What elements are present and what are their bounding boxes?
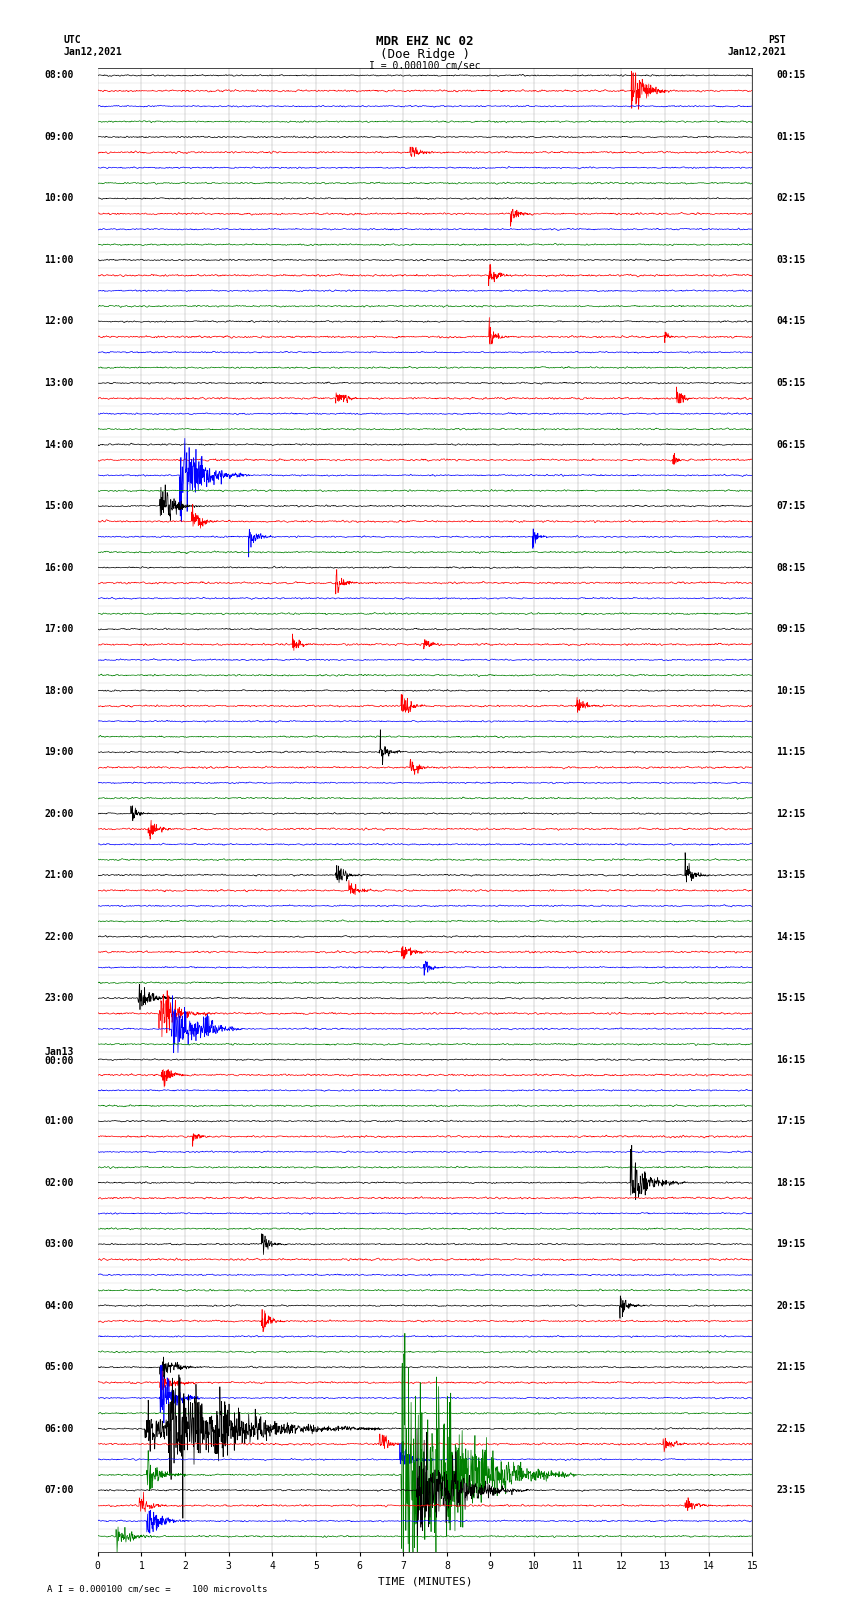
Text: Jan12,2021: Jan12,2021 [64,47,122,56]
Text: 07:00: 07:00 [44,1486,74,1495]
Text: PST: PST [768,35,786,45]
Text: 23:00: 23:00 [44,994,74,1003]
Text: 17:15: 17:15 [776,1116,806,1126]
Text: 19:00: 19:00 [44,747,74,756]
Text: 16:00: 16:00 [44,563,74,573]
Text: MDR EHZ NC 02: MDR EHZ NC 02 [377,35,473,48]
Text: 22:15: 22:15 [776,1424,806,1434]
Text: Jan12,2021: Jan12,2021 [728,47,786,56]
Text: 02:15: 02:15 [776,194,806,203]
Text: 21:15: 21:15 [776,1361,806,1373]
Text: 02:00: 02:00 [44,1177,74,1187]
Text: 19:15: 19:15 [776,1239,806,1248]
Text: 08:00: 08:00 [44,71,74,81]
Text: 07:15: 07:15 [776,502,806,511]
Text: 05:00: 05:00 [44,1361,74,1373]
Text: 11:15: 11:15 [776,747,806,756]
Text: 13:15: 13:15 [776,869,806,881]
Text: 18:00: 18:00 [44,686,74,695]
Text: 14:15: 14:15 [776,932,806,942]
Text: 00:00: 00:00 [44,1057,74,1066]
Text: 13:00: 13:00 [44,377,74,389]
Text: 06:15: 06:15 [776,439,806,450]
Text: 12:00: 12:00 [44,316,74,326]
Text: 11:00: 11:00 [44,255,74,265]
Text: 03:00: 03:00 [44,1239,74,1248]
X-axis label: TIME (MINUTES): TIME (MINUTES) [377,1576,473,1586]
Text: 10:15: 10:15 [776,686,806,695]
Text: 09:15: 09:15 [776,624,806,634]
Text: 09:00: 09:00 [44,132,74,142]
Text: 14:00: 14:00 [44,439,74,450]
Text: 06:00: 06:00 [44,1424,74,1434]
Text: 08:15: 08:15 [776,563,806,573]
Text: 12:15: 12:15 [776,808,806,818]
Text: 20:15: 20:15 [776,1300,806,1311]
Text: UTC: UTC [64,35,82,45]
Text: 04:15: 04:15 [776,316,806,326]
Text: (Doe Ridge ): (Doe Ridge ) [380,48,470,61]
Text: 10:00: 10:00 [44,194,74,203]
Text: I = 0.000100 cm/sec: I = 0.000100 cm/sec [369,61,481,71]
Text: 05:15: 05:15 [776,377,806,389]
Text: 23:15: 23:15 [776,1486,806,1495]
Text: 01:00: 01:00 [44,1116,74,1126]
Text: 03:15: 03:15 [776,255,806,265]
Text: Jan13: Jan13 [44,1047,74,1057]
Text: 20:00: 20:00 [44,808,74,818]
Text: 22:00: 22:00 [44,932,74,942]
Text: 01:15: 01:15 [776,132,806,142]
Text: 18:15: 18:15 [776,1177,806,1187]
Text: 04:00: 04:00 [44,1300,74,1311]
Text: 15:00: 15:00 [44,502,74,511]
Text: 15:15: 15:15 [776,994,806,1003]
Text: 00:15: 00:15 [776,71,806,81]
Text: 21:00: 21:00 [44,869,74,881]
Text: 16:15: 16:15 [776,1055,806,1065]
Text: 17:00: 17:00 [44,624,74,634]
Text: A I = 0.000100 cm/sec =    100 microvolts: A I = 0.000100 cm/sec = 100 microvolts [47,1584,267,1594]
